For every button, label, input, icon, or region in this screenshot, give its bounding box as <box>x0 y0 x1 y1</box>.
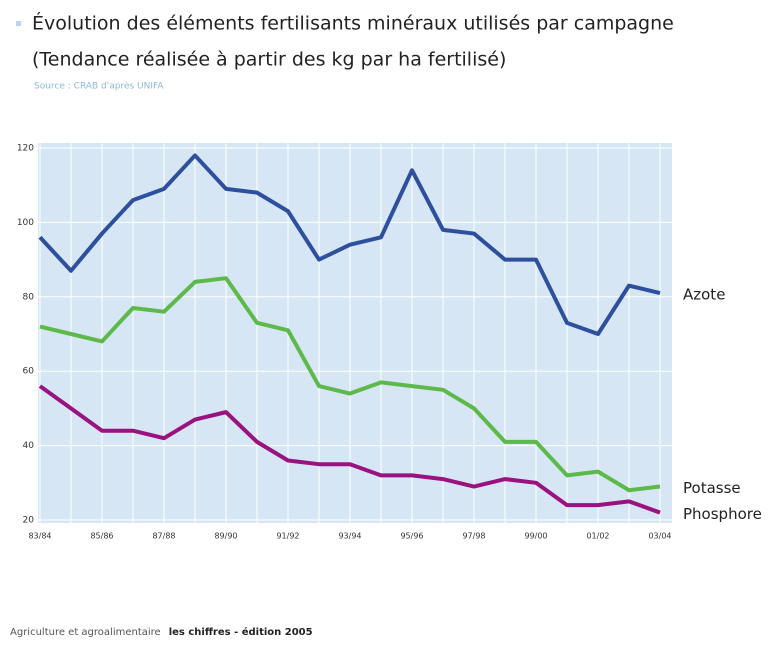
y-tick-label: 20 <box>23 516 35 526</box>
series-label: Azote <box>683 286 725 304</box>
source: Source : CRAB d'après UNIFA <box>34 81 164 92</box>
x-tick-label: 89/90 <box>214 532 237 541</box>
x-tick-label: 97/98 <box>462 532 485 541</box>
plot-area <box>38 143 672 523</box>
x-tick-label: 85/86 <box>90 532 113 541</box>
footer-bold: les chiffres - édition 2005 <box>169 626 313 638</box>
y-tick-label: 100 <box>17 218 34 228</box>
footer-text: Agriculture et agroalimentaire <box>10 627 161 638</box>
x-tick-label: 93/94 <box>338 532 361 541</box>
title-bullet <box>16 21 21 26</box>
series-line <box>39 276 661 493</box>
x-tick-label: 87/88 <box>152 532 175 541</box>
x-tick-label: 91/92 <box>276 532 299 541</box>
series-label: Potasse <box>683 479 741 497</box>
y-tick-label: 40 <box>23 441 35 451</box>
series-line <box>38 384 661 515</box>
series-label: Phosphore <box>683 505 762 523</box>
footer: Agriculture et agroalimentaire les chiffr… <box>10 626 313 638</box>
chart-title: Évolution des éléments fertilisants miné… <box>32 12 674 35</box>
x-tick-label: 99/00 <box>524 532 547 541</box>
x-tick-label: 03/04 <box>648 532 671 541</box>
y-tick-label: 80 <box>23 292 35 302</box>
x-tick-label: 01/02 <box>586 532 609 541</box>
x-tick-label: 83/84 <box>28 532 51 541</box>
y-tick-label: 60 <box>23 367 35 377</box>
y-tick-label: 120 <box>17 144 34 154</box>
chart-subtitle: (Tendance réalisée à partir des kg par h… <box>32 49 506 71</box>
x-tick-label: 95/96 <box>400 532 423 541</box>
series-line <box>38 153 661 336</box>
